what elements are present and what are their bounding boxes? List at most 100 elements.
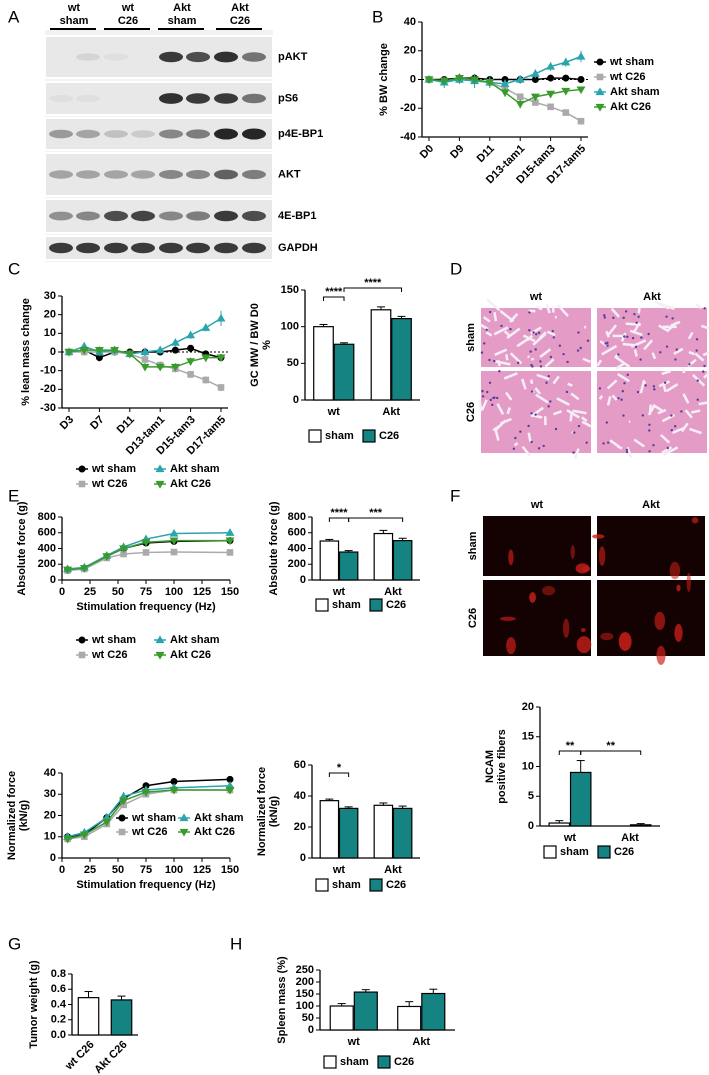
marker (217, 384, 225, 391)
x-tick-label: 125 (193, 586, 211, 598)
fiber-border (503, 372, 518, 380)
panel-label: G (8, 934, 21, 953)
nucleus (481, 389, 484, 393)
ncam-signal (563, 618, 570, 638)
y-tick-label: -20 (400, 102, 416, 114)
legend-label: sham (332, 879, 361, 891)
legend-label: sham (325, 430, 354, 442)
nucleus (551, 329, 554, 333)
marker (110, 347, 120, 355)
blot-band (214, 169, 238, 180)
fiber-border (493, 326, 509, 336)
fiber-border (539, 348, 552, 359)
legend-label: Akt C26 (194, 826, 235, 838)
y-tick-label: 50 (287, 357, 299, 369)
marker (576, 51, 586, 60)
blot-band (186, 129, 210, 139)
group-label: wt (67, 2, 81, 14)
blot-band (104, 130, 128, 138)
nucleus (665, 345, 669, 348)
y-tick-label: 20 (522, 701, 534, 713)
ncam-signal (529, 592, 536, 603)
y-tick-label: 100 (296, 1000, 314, 1012)
fiber-border (530, 413, 543, 419)
x-tick-label: Akt (384, 864, 402, 876)
nucleus (606, 341, 609, 344)
blot-band (242, 242, 266, 254)
marker (64, 348, 74, 357)
blot-band (186, 51, 210, 63)
blot-band (159, 93, 183, 104)
nucleus (603, 314, 606, 317)
nucleus (647, 332, 650, 336)
y-axis-label: % BW change (378, 43, 390, 116)
blot-band (159, 129, 183, 139)
x-tick-label: wt (347, 1036, 361, 1048)
significance-label: *** (369, 507, 383, 519)
nucleus (623, 335, 626, 338)
marker (79, 831, 89, 840)
blot-band (104, 210, 128, 222)
fiber-border (694, 352, 705, 362)
blot-band (76, 211, 100, 221)
marker (202, 376, 210, 384)
blot-band (131, 210, 155, 222)
y-axis-label: Normalized force (256, 767, 268, 856)
legend-swatch (315, 598, 329, 612)
fiber-border (661, 370, 671, 376)
ncam-signal (669, 561, 681, 580)
ncam-signal (674, 623, 683, 642)
y-tick-label: 0 (50, 346, 56, 358)
fiber-border (658, 324, 669, 333)
fiber-border (651, 352, 657, 360)
y-tick-label: 0 (300, 574, 306, 586)
fiber-border (535, 393, 549, 404)
fiber-border (684, 409, 693, 419)
marker (125, 350, 135, 359)
nucleus (481, 395, 485, 398)
fiber-border (505, 354, 509, 361)
y-tick-label: 0.0 (51, 1029, 66, 1041)
nucleus (674, 358, 677, 361)
fiber-border (661, 446, 673, 454)
fiber-border (701, 324, 709, 330)
fiber-border (626, 446, 633, 459)
fiber-border (480, 399, 488, 411)
significance-label: **** (364, 277, 382, 289)
x-tick-label: 150 (221, 586, 239, 598)
nucleus (623, 382, 626, 385)
y-axis-label: Absolute force (g) (16, 501, 28, 595)
ncam-signal (656, 645, 666, 665)
blot-band (186, 170, 210, 179)
nucleus (688, 363, 691, 366)
marker (170, 548, 178, 556)
fiber-border (607, 324, 618, 336)
blot-band (49, 242, 73, 254)
blot-band (131, 130, 155, 138)
nucleus (626, 335, 629, 339)
y-tick-label: 5 (528, 790, 534, 802)
marker (424, 76, 434, 85)
y-tick-label: 600 (288, 527, 306, 539)
ncam-signal (598, 546, 606, 566)
marker (225, 537, 235, 546)
bar (353, 991, 378, 1031)
y-tick-label: -30 (40, 402, 56, 414)
legend-label: wt sham (609, 56, 654, 68)
nucleus (516, 361, 520, 365)
marker (94, 347, 104, 355)
legend-label: C26 (614, 846, 634, 858)
y-tick-label: 0.4 (51, 998, 67, 1010)
fiber-border (614, 362, 625, 370)
legend-label: wt sham (91, 634, 136, 646)
nucleus (680, 410, 683, 413)
blot-band (49, 129, 73, 139)
nucleus (606, 344, 609, 347)
nucleus (703, 307, 706, 310)
nucleus (547, 374, 550, 378)
marker (576, 86, 586, 95)
nucleus (617, 397, 620, 400)
nucleus (534, 413, 537, 416)
bar (397, 1005, 422, 1031)
nucleus (537, 447, 541, 450)
